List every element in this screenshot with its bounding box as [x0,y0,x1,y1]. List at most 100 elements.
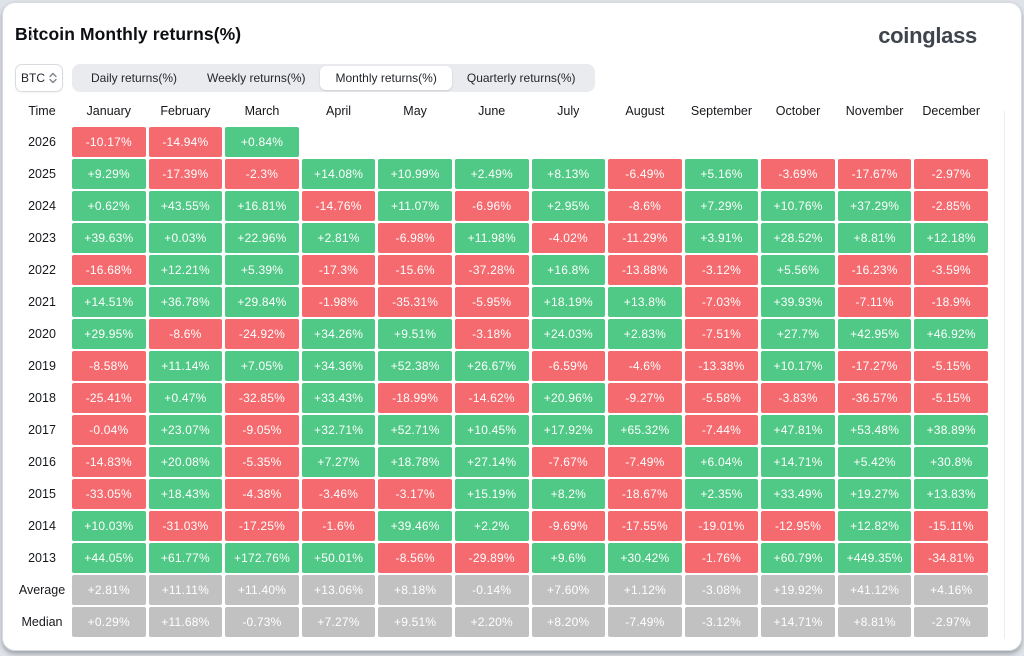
return-cell: +22.96% [225,223,299,253]
return-cell: +7.60% [531,575,606,605]
return-cell: +30.42% [608,543,682,573]
return-cell: +10.17% [761,351,835,381]
return-cell: -3.69% [761,159,835,189]
column-header-december: December [922,104,981,118]
return-cell: -8.58% [72,351,146,381]
return-cell: +2.81% [72,575,146,605]
return-cell: +19.27% [837,479,912,509]
return-cell: +11.68% [148,607,223,637]
return-cell: +11.98% [454,223,529,253]
return-cell: -1.76% [684,543,759,573]
return-cell: -4.6% [608,351,682,381]
symbol-select[interactable]: BTC [15,64,63,92]
return-cell: -6.59% [531,351,606,381]
return-cell: -32.85% [225,383,299,413]
return-cell: +5.39% [225,255,299,285]
return-cell: -8.6% [608,191,682,221]
return-cell: +39.93% [761,287,835,317]
return-cell: -2.85% [914,191,988,221]
return-cell: +0.47% [148,383,223,413]
row-label-2019: 2019 [28,359,56,373]
return-cell: +9.51% [378,607,452,637]
return-cell: -17.27% [837,351,912,381]
return-cell: -29.89% [454,543,529,573]
return-cell: +44.05% [72,543,146,573]
return-cell: -7.44% [684,415,759,445]
return-cell [302,127,376,157]
return-cell: +8.81% [837,223,912,253]
return-cell: +47.81% [761,415,835,445]
return-cell: +6.04% [684,447,759,477]
return-cell: +12.82% [837,511,912,541]
return-cell: -17.3% [301,255,376,285]
return-cell: +34.26% [301,319,376,349]
return-cell: -0.73% [225,607,299,637]
column-header-november: November [845,104,904,118]
tab-quarterly[interactable]: Quarterly returns(%) [452,66,591,90]
return-cell: -36.57% [837,383,912,413]
return-cell: +33.43% [301,383,376,413]
return-cell: +16.8% [531,255,606,285]
row-label-2025: 2025 [28,167,56,181]
return-cell: +41.12% [837,575,912,605]
return-cell: -7.03% [684,287,759,317]
tabs: Daily returns(%) Weekly returns(%) Monthly… [72,64,595,92]
return-cell: +13.83% [914,479,988,509]
return-cell: -7.51% [684,319,759,349]
return-cell: -1.98% [301,287,376,317]
return-cell: +4.16% [914,575,988,605]
return-cell: +10.45% [454,415,529,445]
return-cell: -7.49% [608,447,682,477]
return-cell: -2.97% [914,159,988,189]
return-cell: -17.55% [608,511,682,541]
row-label-2014: 2014 [28,519,56,533]
tab-monthly[interactable]: Monthly returns(%) [320,66,452,90]
row-label-average: Average [18,583,66,597]
return-cell: +23.07% [148,415,223,445]
row-label-2026: 2026 [28,135,56,149]
symbol-select-value: BTC [21,71,45,85]
return-cell: +24.03% [531,319,606,349]
return-cell: -13.38% [684,351,759,381]
return-cell: -35.31% [378,287,452,317]
row-label-median: Median [21,615,63,629]
return-cell: -6.96% [454,191,529,221]
return-cell: +5.42% [837,447,912,477]
return-cell: -3.59% [914,255,988,285]
return-cell: -0.04% [72,415,146,445]
return-cell: -18.99% [378,383,452,413]
return-cell: -25.41% [72,383,146,413]
return-cell: +11.11% [148,575,223,605]
return-cell: +0.84% [225,127,299,157]
return-cell: +5.16% [684,159,759,189]
column-header-june: June [478,104,506,118]
return-cell: +2.35% [684,479,759,509]
tab-daily[interactable]: Daily returns(%) [76,66,192,90]
return-cell: +29.95% [72,319,146,349]
return-cell: +5.56% [761,255,835,285]
return-cell: -6.49% [608,159,682,189]
return-cell: -0.14% [454,575,529,605]
return-cell: +43.55% [148,191,223,221]
return-cell [532,127,606,157]
controls-bar: BTC Daily returns(%) Weekly returns(%) Mon… [15,64,595,92]
return-cell: -2.97% [914,607,988,637]
column-header-time: Time [28,104,56,118]
column-header-september: September [690,104,753,118]
return-cell: +12.21% [148,255,223,285]
return-cell: +449.35% [837,543,912,573]
tab-weekly[interactable]: Weekly returns(%) [192,66,320,90]
return-cell: -17.67% [837,159,912,189]
return-cell: +13.8% [608,287,682,317]
return-cell: +42.95% [837,319,912,349]
return-cell: +30.8% [914,447,988,477]
indicator-dot [30,35,33,38]
return-cell: +7.05% [225,351,299,381]
return-cell: -8.56% [378,543,452,573]
return-cell: +15.19% [454,479,529,509]
return-cell: +28.52% [761,223,835,253]
page-title: Bitcoin Monthly returns(%) [15,24,242,44]
column-header-july: July [557,104,580,118]
column-header-october: October [775,104,821,118]
